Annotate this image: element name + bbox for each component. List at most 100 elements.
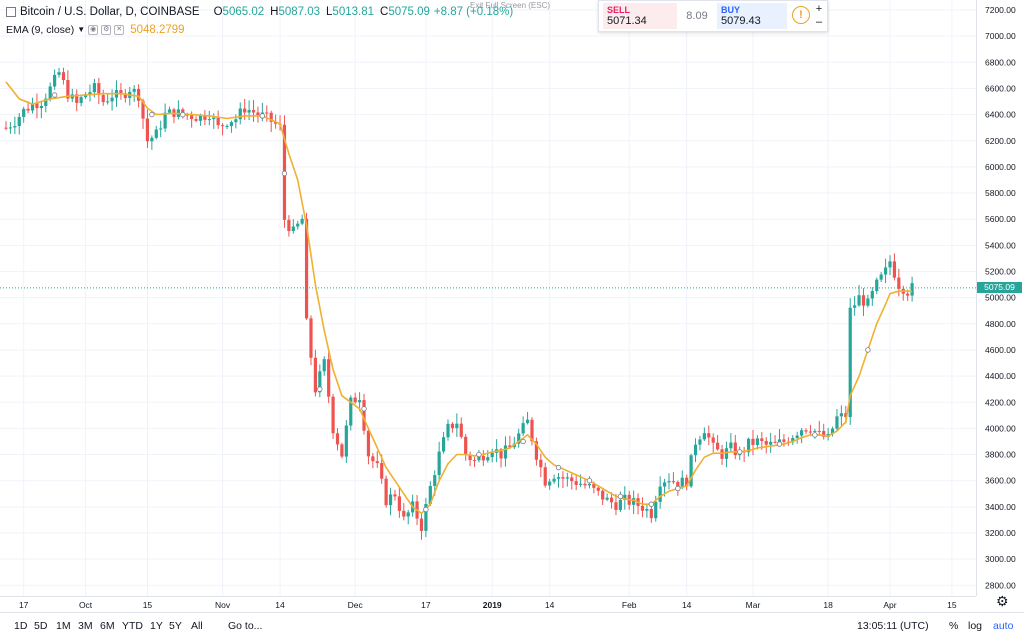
candle-body (238, 108, 242, 120)
time-tick-label: 14 (682, 600, 692, 610)
candle-body (804, 430, 808, 432)
ema-marker (281, 170, 288, 177)
candle-body (137, 88, 141, 101)
sell-button[interactable]: SELL 5071.34 (603, 3, 677, 29)
price-tick-label: 3600.00 (985, 476, 1016, 486)
time-tick-label: 17 (19, 600, 29, 610)
candle-body (525, 419, 530, 424)
candle-body (760, 438, 764, 442)
candle-body (44, 98, 48, 106)
candle-body (866, 298, 870, 306)
price-chart[interactable] (0, 0, 976, 596)
range-1y-button[interactable]: 1Y (150, 620, 163, 632)
range-1d-button[interactable]: 1D (14, 620, 28, 632)
candle-body (327, 359, 331, 397)
symbol-icon[interactable] (6, 7, 16, 17)
candle-body (433, 475, 437, 486)
price-tick-label: 4200.00 (985, 397, 1016, 407)
candle-body (521, 423, 525, 434)
clock-time: 13:05:11 (UTC) (857, 620, 929, 632)
candle-body (508, 445, 512, 448)
spread-value: 8.09 (686, 10, 708, 22)
candle-body (609, 497, 614, 503)
candle-body (30, 103, 35, 111)
chart-legend: Bitcoin / U.S. Dollar, D, COINBASE O 5065… (6, 4, 513, 38)
settings-icon[interactable]: ⚙ (101, 25, 112, 35)
ema-markers (51, 92, 871, 513)
candle-body (203, 115, 207, 120)
candle-body (817, 430, 821, 432)
chart-area[interactable]: Bitcoin / U.S. Dollar, D, COINBASE O 5065… (0, 0, 976, 596)
candle-body (870, 291, 874, 299)
range-1m-button[interactable]: 1M (56, 620, 71, 632)
buy-price: 5079.43 (721, 15, 761, 27)
price-tick-label: 5000.00 (985, 293, 1016, 303)
candle-body (835, 416, 839, 429)
price-axis[interactable]: 2800.00 3000.00 3200.00 3400.00 3600.00 3800.… (976, 0, 1024, 596)
auto-toggle[interactable]: auto (993, 620, 1014, 632)
candle-body (751, 438, 755, 445)
percent-toggle[interactable]: % (949, 620, 959, 632)
candle-body (755, 438, 759, 445)
ema-marker (648, 501, 655, 507)
candle-body (654, 501, 658, 519)
time-tick-label: 14 (545, 600, 555, 610)
candle-body (592, 483, 596, 488)
candle-body (207, 119, 211, 121)
log-toggle[interactable]: log (968, 620, 983, 632)
exit-fullscreen-hint[interactable]: Exit Full Screen (ESC) (470, 1, 551, 10)
goto-button[interactable]: Go to... (228, 620, 263, 632)
price-tick-label: 3200.00 (985, 528, 1016, 538)
candle-body (685, 477, 689, 487)
candle-body (857, 295, 861, 306)
ema-line (5, 81, 913, 515)
candle-body (22, 108, 26, 117)
close-icon[interactable]: ✕ (114, 25, 125, 35)
ema-marker (586, 478, 593, 484)
low-label: L (326, 6, 333, 18)
candle-body (92, 83, 96, 93)
price-tick-label: 6200.00 (985, 136, 1016, 146)
candle-body (632, 498, 636, 505)
candle-body (892, 261, 897, 278)
range-3m-button[interactable]: 3M (78, 620, 93, 632)
info-icon[interactable]: ! (792, 6, 810, 24)
settings-icon[interactable]: ⚙ (996, 593, 1009, 609)
candle-body (256, 112, 260, 115)
range-all-button[interactable]: All (191, 620, 203, 632)
buy-button[interactable]: BUY 5079.43 (717, 3, 787, 29)
ema-marker (361, 406, 367, 412)
time-axis[interactable]: 17 Oct 15 Nov 14 Dec 17 2019 14 Feb 14 Mar 18 Apr 15 (0, 596, 976, 613)
range-5y-button[interactable]: 5Y (169, 620, 182, 632)
candle-body (693, 444, 698, 456)
range-6m-button[interactable]: 6M (100, 620, 115, 632)
candle-body (556, 477, 561, 479)
candle-body (601, 490, 605, 500)
chevron-down-icon[interactable]: ▼ (77, 25, 86, 34)
candle-body (481, 455, 485, 461)
candle-body (490, 452, 494, 458)
candle-body (777, 439, 782, 442)
candle-body (530, 419, 534, 442)
candle-body (190, 115, 194, 120)
eye-icon[interactable]: ◉ (88, 25, 99, 35)
price-tick-label: 3000.00 (985, 554, 1016, 564)
ema-indicator-label[interactable]: EMA (9, close) (6, 24, 75, 36)
minus-button[interactable]: – (815, 16, 823, 28)
plus-button[interactable]: + (815, 3, 823, 15)
candle-body (853, 305, 857, 308)
candle-body (455, 423, 459, 429)
candle-body (88, 92, 92, 95)
range-ytd-button[interactable]: YTD (122, 620, 143, 632)
time-tick-label: Dec (348, 600, 364, 610)
symbol-title[interactable]: Bitcoin / U.S. Dollar, D, COINBASE (20, 6, 200, 18)
candle-body (548, 481, 552, 486)
candle-body (446, 423, 450, 438)
candle-body (746, 438, 751, 453)
candle-body (791, 437, 795, 443)
candle-body (419, 518, 424, 531)
range-5d-button[interactable]: 5D (34, 620, 48, 632)
candle-body (145, 118, 150, 142)
candle-body (322, 359, 326, 372)
candle-body (375, 461, 379, 464)
